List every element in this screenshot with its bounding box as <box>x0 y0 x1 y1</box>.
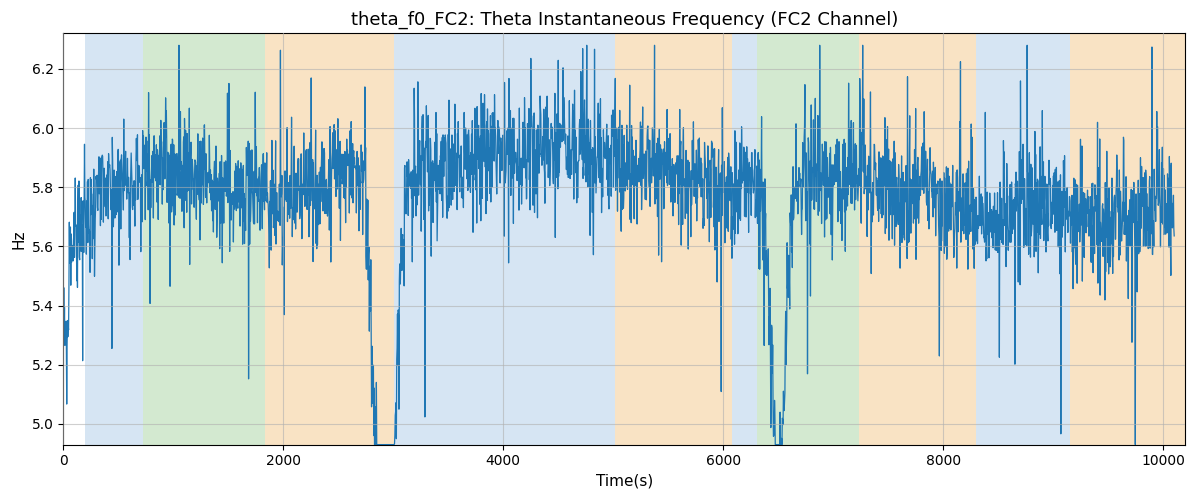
X-axis label: Time(s): Time(s) <box>595 474 653 489</box>
Y-axis label: Hz: Hz <box>11 230 26 249</box>
Bar <box>1069 34 1186 445</box>
Bar <box>85 34 143 445</box>
Bar <box>395 34 616 445</box>
Bar <box>616 34 732 445</box>
Bar <box>265 34 395 445</box>
Bar <box>732 34 757 445</box>
Bar <box>143 34 265 445</box>
Bar <box>977 34 1069 445</box>
Bar <box>858 34 977 445</box>
Title: theta_f0_FC2: Theta Instantaneous Frequency (FC2 Channel): theta_f0_FC2: Theta Instantaneous Freque… <box>350 11 898 30</box>
Bar <box>757 34 858 445</box>
